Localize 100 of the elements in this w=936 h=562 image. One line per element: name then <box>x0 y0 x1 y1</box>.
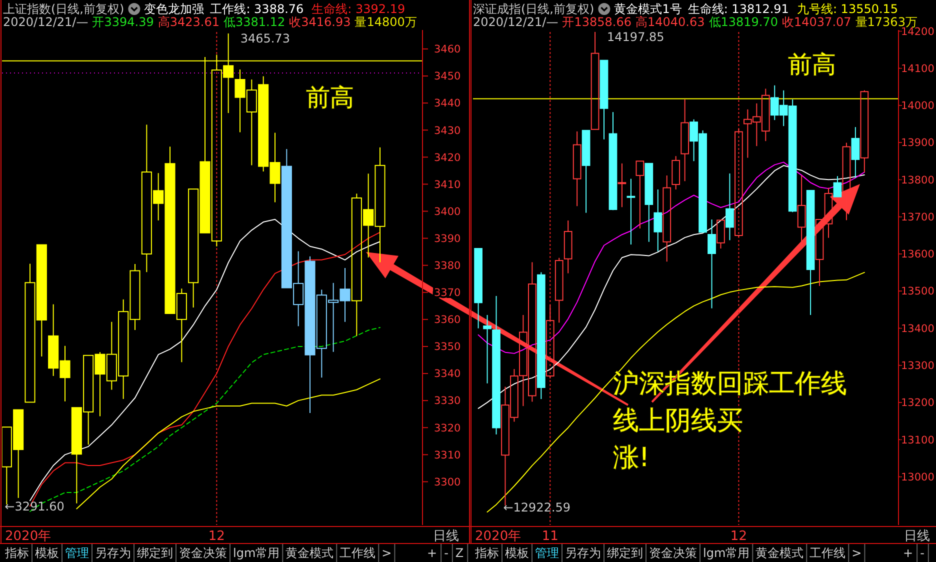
text: 另存为 <box>565 546 601 560</box>
candlestick <box>851 126 860 178</box>
candlestick <box>708 218 716 309</box>
y-tick-label: 13800 <box>901 174 934 186</box>
annotation: 14197.85 <box>607 30 664 44</box>
y-tick-label: 3340 <box>434 368 461 380</box>
y-tick-label: 13500 <box>901 286 934 298</box>
text: 2020年 <box>5 529 52 544</box>
text: 工作线 <box>810 546 846 560</box>
text: 黄金模式 <box>756 546 804 560</box>
text: 开13858.66 <box>562 15 632 29</box>
candlestick <box>842 142 851 221</box>
line-series <box>478 162 865 354</box>
text: 开3394.39 <box>92 15 154 29</box>
text: 资金决策 <box>179 546 227 560</box>
y-tick-label: 13400 <box>901 322 934 335</box>
text: + <box>427 546 438 560</box>
text: 2020/12/21/— <box>3 15 88 29</box>
text: 模板 <box>505 546 529 560</box>
y-tick-label: 3350 <box>434 341 461 354</box>
line-series <box>486 272 865 513</box>
y-tick-label: 3410 <box>434 178 461 191</box>
chart-title: 深证成指(日线,前复权) <box>473 2 594 16</box>
y-tick-label: 13000 <box>901 471 934 484</box>
text: 高3423.61 <box>158 15 220 29</box>
text: - <box>444 546 448 560</box>
candlestick <box>572 130 582 207</box>
y-tick-label: 3300 <box>434 476 461 488</box>
y-tick-label: 3310 <box>434 449 461 462</box>
candlestick <box>492 295 500 435</box>
text: > <box>852 546 862 560</box>
text: 低13819.70 <box>708 15 778 29</box>
text: 管理 <box>65 546 89 560</box>
text: lgm常用 <box>233 546 280 560</box>
candlestick <box>672 156 680 190</box>
y-tick-label: 3360 <box>434 314 461 326</box>
y-tick-label: 3390 <box>434 232 461 245</box>
candlestick <box>483 314 492 384</box>
y-tick-label: 14100 <box>901 62 934 75</box>
text: 绑定到 <box>607 546 643 560</box>
annotation: ←12922.59 <box>503 500 571 515</box>
candlestick <box>680 98 690 182</box>
text: 量14800万 <box>354 15 417 29</box>
y-tick-label: 3450 <box>434 70 461 83</box>
text: 指标 <box>4 546 29 560</box>
chart-title: 上证指数(日线,前复权) <box>3 2 124 16</box>
y-tick-label: 13300 <box>901 360 934 372</box>
candlestick <box>726 172 734 241</box>
candlestick <box>564 220 572 274</box>
text: 2020年 <box>475 529 522 544</box>
text: 收14037.07 <box>782 15 852 29</box>
y-tick-label: 14000 <box>901 100 934 112</box>
y-tick-label: 3430 <box>434 124 461 137</box>
text: - <box>920 546 924 560</box>
text: 收3416.93 <box>289 15 351 29</box>
text: 高14040.63 <box>635 15 705 29</box>
line-series <box>478 165 865 409</box>
y-tick-label: 3330 <box>434 395 461 408</box>
y-tick-label: 3420 <box>434 152 461 164</box>
candlestick <box>654 188 662 252</box>
annotation: 3465.73 <box>240 32 290 46</box>
text: 2020/12/21/— <box>473 15 558 29</box>
text: 管理 <box>535 546 559 560</box>
text: 另存为 <box>95 546 131 560</box>
text: 模板 <box>35 546 59 560</box>
text: 黄金模式 <box>286 546 334 560</box>
y-tick-label: 13600 <box>901 248 934 261</box>
line-series <box>76 378 380 510</box>
text: 资金决策 <box>649 546 697 560</box>
text: 生命线: 3392.19 <box>312 2 406 16</box>
text: 九号线: 13550.15 <box>796 2 898 16</box>
candlestick <box>797 174 806 244</box>
text: 工作线 <box>340 546 376 560</box>
annotation: 沪深指数回踩工作线线上阴线买涨! <box>613 369 847 473</box>
candlestick <box>662 174 672 262</box>
text: + <box>903 546 914 560</box>
y-tick-label: 14200 <box>901 26 934 38</box>
text: 日线 <box>904 529 930 544</box>
candlestick <box>626 178 636 246</box>
y-tick-label: 3380 <box>434 260 461 272</box>
y-tick-label: 3440 <box>434 98 461 110</box>
text: 指标 <box>474 546 499 560</box>
text: 日线 <box>433 529 459 544</box>
y-tick-label: 3460 <box>434 44 461 56</box>
x-tick-label: 12 <box>730 529 747 544</box>
text: 低3381.12 <box>223 15 286 29</box>
text: Z <box>455 546 464 560</box>
x-tick-label: 11 <box>542 529 558 544</box>
chart-subtitle: 黄金模式1号 <box>614 2 682 16</box>
y-tick-label: 13900 <box>901 137 934 150</box>
y-tick-label: 13100 <box>901 434 934 446</box>
x-tick-label: 12 <box>208 529 225 544</box>
text: 工作线: 3388.76 <box>210 2 304 16</box>
candlestick <box>618 162 626 208</box>
text: > <box>382 546 392 560</box>
y-tick-label: 3320 <box>434 422 461 434</box>
y-tick-label: 13700 <box>901 211 934 224</box>
annotation: 前高 <box>306 83 354 112</box>
text: lgm常用 <box>703 546 750 560</box>
y-tick-label: 3400 <box>434 206 461 218</box>
